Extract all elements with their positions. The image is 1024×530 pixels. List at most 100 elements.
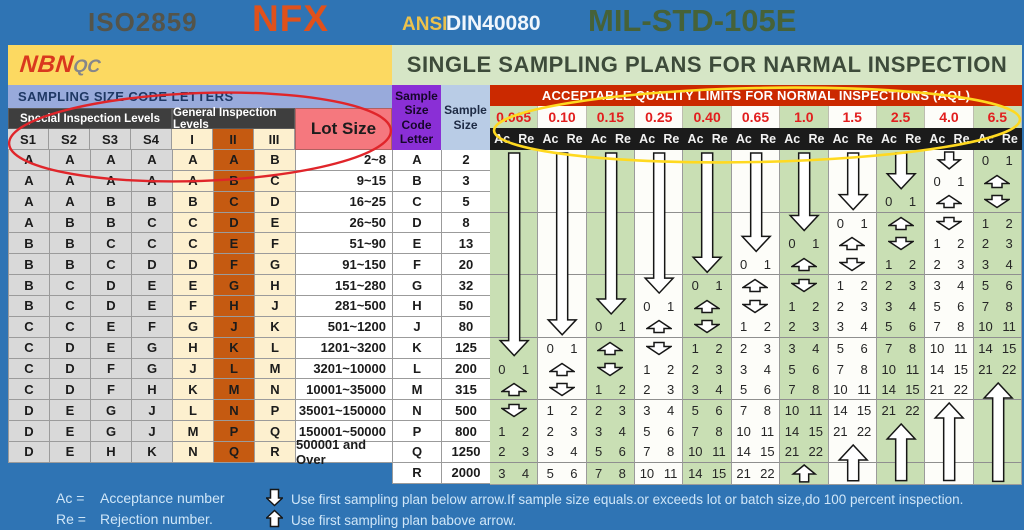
ac-value: 1 [933,236,941,252]
ac-value: 2 [836,298,844,314]
aql-cell [925,462,974,484]
lot-size-cell: 500001 and Over [296,437,393,467]
code-letter-cell: C [255,170,296,192]
aql-cell [490,150,539,171]
code-letter-cell: F [91,379,132,401]
sample-size-table-body: A 2 B 3 C 5 D 8 E 13 F 20 G 32 H 50 J 80 K 125 L 200 M 315 N 500 P… [392,150,491,484]
sample-code-letter-cell: F [393,254,442,276]
ac-re-header-cell: Ac Re [829,128,877,150]
code-letter-cell: E [50,400,91,422]
aql-cell: 14 15 [731,442,781,463]
aql-cell [683,254,732,276]
re-label: Re [760,132,777,146]
lot-size-cell: 2~8 [296,150,393,171]
ac-value: 2 [594,403,603,419]
aql-cell [973,170,1022,192]
aql-cell: 10 11 [780,400,829,422]
ac-label: Ac [881,132,897,146]
aql-cell [538,254,587,276]
code-letter-cell: B [91,191,132,213]
aql-column-label: 0.40 [683,106,732,128]
aql-cell [683,150,732,171]
re-value: 15 [905,381,920,397]
down-arrow-note-text: Use first sampling plan below arrow.If s… [291,491,964,507]
aql-cell [586,150,636,171]
re-value: 11 [905,361,920,377]
aql-cell [586,212,636,234]
sample-size-cell: 800 [442,421,491,443]
ac-legend-label: Ac = [56,490,85,506]
aql-column-label: 6.5 [973,106,1022,128]
re-value: 1 [618,319,626,335]
ac-re-header-cell: Ac Re [538,128,586,150]
code-letter-cell: E [132,275,173,297]
ac-value: 0 [788,236,796,252]
lot-size-cell: 10001~35000 [296,379,393,401]
code-letter-cell: D [173,254,214,276]
re-value: 15 [1001,340,1017,356]
sampling-size-code-letters-band: SAMPLING SIZE CODE LETTERS [8,85,392,108]
inspection-level-header-s2: S2 [49,129,90,150]
re-value: 15 [760,444,775,460]
aql-cell [635,212,684,234]
lot-size-header: Lot Size [295,108,392,150]
aql-cell [586,358,636,380]
code-letter-cell: B [91,212,132,234]
aql-cell [538,296,587,317]
re-value: 11 [663,465,678,481]
ac-value: 7 [981,298,990,314]
down-arrow-icon [500,403,527,418]
re-value: 4 [666,403,675,419]
aql-cell [490,191,539,213]
re-value: 6 [860,340,868,356]
aql-cell: 14 15 [925,358,974,380]
code-letter-cell: C [9,337,50,359]
aql-column-label: 1.0 [780,106,829,128]
code-letter-cell: E [255,212,296,234]
re-value: 1 [1005,152,1013,168]
sample-size-cell: 200 [442,358,491,380]
code-letter-cell: A [9,191,50,213]
code-letter-cell: A [9,170,50,192]
logo-nbn: NBN [18,51,75,78]
aql-column-labels: 0.065 0.10 0.15 0.25 0.40 0.65 1.0 1.5 2.5 4.0 6.5 [490,106,1022,128]
re-value: 4 [1005,256,1013,272]
ac-re-header-row: Ac Re Ac Re Ac Re Ac Re Ac Re Ac Re Ac Re Ac Re Ac Re Ac Re… [490,128,1022,150]
ac-value: 1 [691,340,699,356]
code-letter-cell: C [132,212,173,234]
aql-cell [538,275,587,297]
re-label: Re [711,132,728,146]
ac-value: 7 [594,465,603,481]
re-value: 2 [570,403,578,419]
ac-value: 10 [784,403,800,419]
aql-cell: 14 15 [683,462,732,484]
ac-value: 21 [978,361,993,377]
ac-value: 7 [836,361,844,377]
ac-value: 1 [594,381,603,397]
aql-cell: 21 22 [876,400,926,422]
sample-size-cell: 315 [442,379,491,401]
aql-cell [876,233,926,255]
lot-size-cell: 26~50 [296,212,393,234]
aql-cell: 10 11 [876,358,926,380]
ac-value: 2 [546,424,554,440]
re-value: 6 [618,444,626,460]
ac-value: 3 [498,465,506,481]
ac-legend-text: Acceptance number [100,490,225,506]
aql-cell [780,462,829,484]
sample-size-cell: 20 [442,254,491,276]
aql-cell [538,191,587,213]
